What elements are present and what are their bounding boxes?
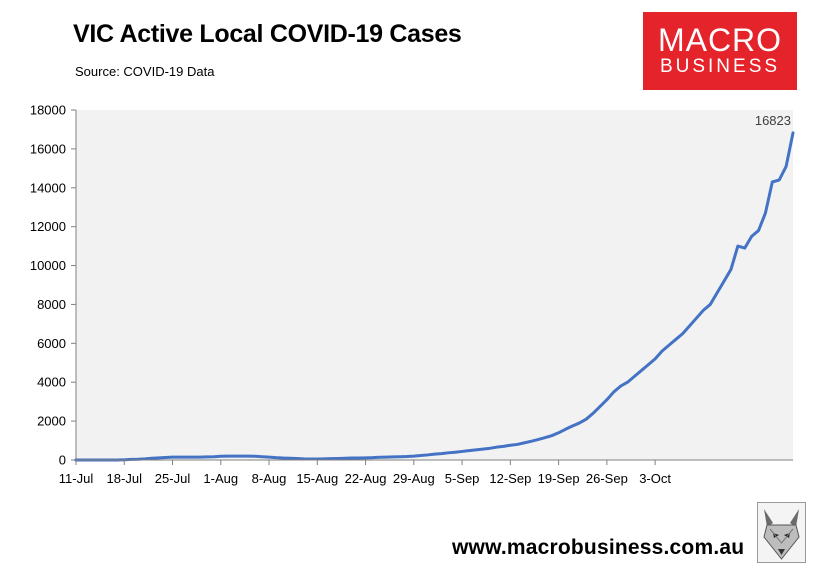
x-tick-label: 29-Aug [393,471,435,486]
plot-area [76,110,793,460]
series-line [74,131,795,462]
y-tick-label: 18000 [30,103,66,118]
fox-logo-icon [757,502,806,563]
logo-line-1: MACRO [657,22,783,58]
x-tick-label: 8-Aug [252,471,287,486]
website-url: www.macrobusiness.com.au [452,536,745,559]
x-tick-label: 22-Aug [345,471,387,486]
chart-source: Source: COVID-19 Data [75,64,215,79]
x-tick-label: 5-Sep [445,471,480,486]
chart-title: VIC Active Local COVID-19 Cases [73,20,462,48]
y-tick-label: 2000 [37,414,66,429]
data-label: 16823 [755,113,791,128]
x-tick-label: 19-Sep [538,471,580,486]
y-tick-label: 10000 [30,258,66,273]
x-tick-label: 25-Jul [155,471,191,486]
x-tick-label: 3-Oct [639,471,671,486]
y-tick-label: 8000 [37,297,66,312]
x-tick-label: 15-Aug [296,471,338,486]
y-tick-label: 14000 [30,180,66,195]
y-tick-label: 4000 [37,375,66,390]
x-tick-label: 12-Sep [489,471,531,486]
x-tick-label: 18-Jul [107,471,143,486]
y-tick-label: 12000 [30,219,66,234]
x-tick-label: 11-Jul [59,471,94,486]
macrobusiness-logo: MACRO BUSINESS [643,12,797,90]
x-tick-label: 26-Sep [586,471,628,486]
y-tick-label: 0 [59,453,66,468]
y-tick-label: 16000 [30,141,66,156]
logo-line-2: BUSINESS [659,56,781,77]
y-tick-label: 6000 [37,336,66,351]
x-tick-label: 1-Aug [203,471,238,486]
